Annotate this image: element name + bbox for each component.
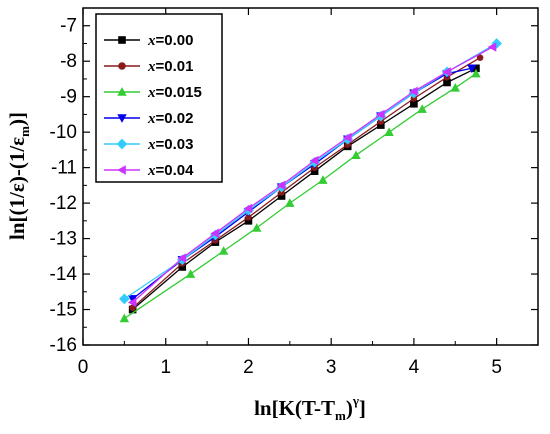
legend-item: x=0.02	[104, 110, 193, 127]
legend-marker	[117, 87, 127, 96]
data-point	[119, 293, 130, 305]
data-point	[375, 109, 385, 120]
legend-marker	[118, 36, 126, 44]
data-point	[119, 313, 130, 323]
legend-label: x=0.04	[147, 162, 194, 179]
y-tick-label: -9	[60, 87, 77, 108]
legend-label: x=0.00	[147, 32, 193, 49]
y-tick-label: -15	[50, 300, 77, 321]
y-tick-label: -13	[50, 229, 77, 250]
x-axis-label: ln[K(T-Tm)γ]	[254, 393, 366, 423]
data-point	[285, 198, 295, 207]
legend-marker	[117, 114, 127, 123]
data-point	[252, 223, 262, 232]
data-point	[471, 68, 481, 78]
y-tick-label: -10	[50, 122, 77, 143]
legend-marker	[118, 62, 126, 70]
y-tick-label: -16	[50, 335, 77, 356]
legend: x=0.00 x=0.01 x=0.015 x=0.02 x=0.03 x=0.04	[95, 13, 223, 183]
data-point	[309, 155, 319, 166]
x-tick-label: 0	[78, 357, 89, 378]
data-point	[384, 127, 394, 136]
data-point	[476, 54, 484, 61]
legend-label: x=0.015	[147, 84, 202, 101]
y-tick-label: -12	[50, 193, 77, 214]
legend-item: x=0.04	[104, 162, 194, 179]
data-point	[127, 297, 137, 308]
series-layer	[119, 38, 502, 323]
plot-frame	[82, 7, 539, 346]
data-point	[450, 82, 460, 92]
legend-box	[95, 13, 223, 183]
y-tick-label: -7	[60, 16, 77, 37]
data-point	[467, 64, 477, 74]
data-point	[177, 253, 187, 263]
legend-item: x=0.03	[104, 136, 193, 153]
y-tick-label: -11	[51, 158, 77, 179]
data-point	[243, 203, 253, 214]
data-point	[487, 42, 497, 52]
x-tick-label: 4	[409, 357, 420, 378]
data-point	[185, 269, 196, 278]
legend-label: x=0.01	[147, 58, 193, 75]
data-point	[409, 86, 418, 97]
data-point	[351, 150, 361, 160]
legend-label: x=0.03	[147, 136, 193, 153]
data-point	[342, 132, 352, 143]
data-point	[318, 175, 328, 184]
series-x0.015	[119, 68, 481, 323]
legend-item: x=0.015	[104, 84, 202, 101]
legend-label: x=0.02	[147, 110, 193, 127]
legend-item: x=0.01	[104, 58, 193, 75]
data-point	[417, 104, 427, 113]
y-tick-label: -14	[50, 264, 78, 285]
data-point	[218, 246, 229, 255]
x-tick-label: 3	[326, 357, 337, 378]
data-point	[276, 180, 286, 191]
x-tick-label: 1	[160, 357, 171, 378]
data-point	[210, 228, 220, 238]
x-tick-label: 5	[491, 357, 502, 378]
legend-item: x=0.00	[104, 32, 193, 49]
series-x0.04	[127, 42, 497, 308]
data-point	[442, 67, 451, 77]
legend-marker	[117, 165, 126, 175]
y-axis-label: ln[(1/ε)-(1/εm)]	[5, 112, 32, 240]
y-tick-label: -8	[60, 51, 77, 72]
x-tick-label: 2	[243, 357, 254, 378]
axis-ticks: 0 1 2 3 4 5 -16 -15 -14 -13 -12 -11 -10 -9 -8 -7	[50, 7, 538, 378]
legend-marker	[116, 138, 128, 150]
